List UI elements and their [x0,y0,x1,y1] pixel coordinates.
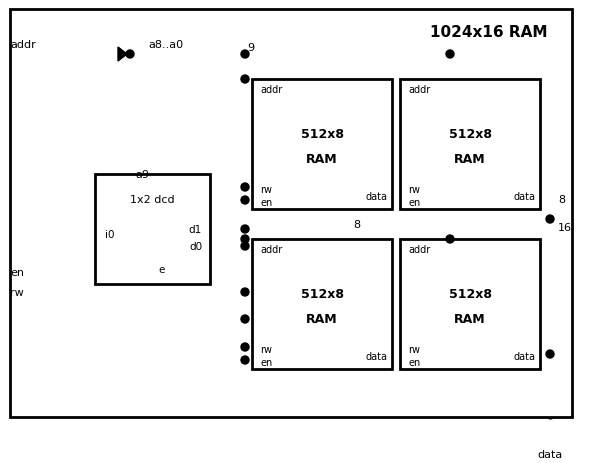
Text: addr: addr [408,85,430,95]
Text: RAM: RAM [454,153,486,166]
Text: rw: rw [10,288,24,297]
Bar [252,239,392,369]
Bar [400,80,540,210]
Text: addr: addr [10,40,36,50]
Text: 8: 8 [558,194,565,205]
Text: data: data [513,192,535,201]
Text: 512x8: 512x8 [300,288,343,301]
Text: en: en [408,198,420,207]
Text: rw: rw [260,344,272,354]
Text: a9: a9 [135,169,149,180]
Polygon shape [118,48,127,62]
Circle shape [241,288,249,296]
Circle shape [241,197,249,205]
Text: en: en [10,268,24,277]
Text: rw: rw [408,185,420,194]
Bar [252,80,392,210]
Text: a8..a0: a8..a0 [148,40,183,50]
Text: 1024x16 RAM: 1024x16 RAM [430,25,548,40]
Circle shape [126,51,134,59]
Text: 9: 9 [247,43,254,53]
Text: i0: i0 [105,230,114,239]
Circle shape [241,315,249,323]
Circle shape [546,350,554,358]
Circle shape [446,51,454,59]
Bar [10,10,572,417]
Text: d1: d1 [189,225,202,234]
Text: data: data [365,351,387,361]
Text: 16: 16 [558,223,572,232]
Circle shape [241,243,249,250]
Text: 8: 8 [353,219,360,230]
Circle shape [241,184,249,192]
Circle shape [446,236,454,244]
Text: RAM: RAM [306,313,338,326]
Circle shape [241,356,249,364]
Text: 1x2 dcd: 1x2 dcd [130,194,174,205]
Text: en: en [260,198,272,207]
Text: en: en [408,357,420,367]
Circle shape [241,76,249,84]
Text: RAM: RAM [306,153,338,166]
Text: data: data [513,351,535,361]
Text: addr: addr [260,85,282,95]
Circle shape [241,51,249,59]
Text: 512x8: 512x8 [300,128,343,141]
Text: addr: addr [408,244,430,255]
Circle shape [241,225,249,233]
Text: addr: addr [260,244,282,255]
Text: d0: d0 [189,242,202,251]
Circle shape [241,343,249,351]
Text: e: e [159,264,165,275]
Circle shape [546,216,554,224]
Circle shape [241,236,249,244]
Bar [400,239,540,369]
Text: en: en [260,357,272,367]
Text: rw: rw [408,344,420,354]
Text: 512x8: 512x8 [448,128,491,141]
Text: 512x8: 512x8 [448,288,491,301]
Bar [95,175,210,284]
Text: data: data [537,449,563,459]
Text: rw: rw [260,185,272,194]
Text: data: data [365,192,387,201]
Text: RAM: RAM [454,313,486,326]
